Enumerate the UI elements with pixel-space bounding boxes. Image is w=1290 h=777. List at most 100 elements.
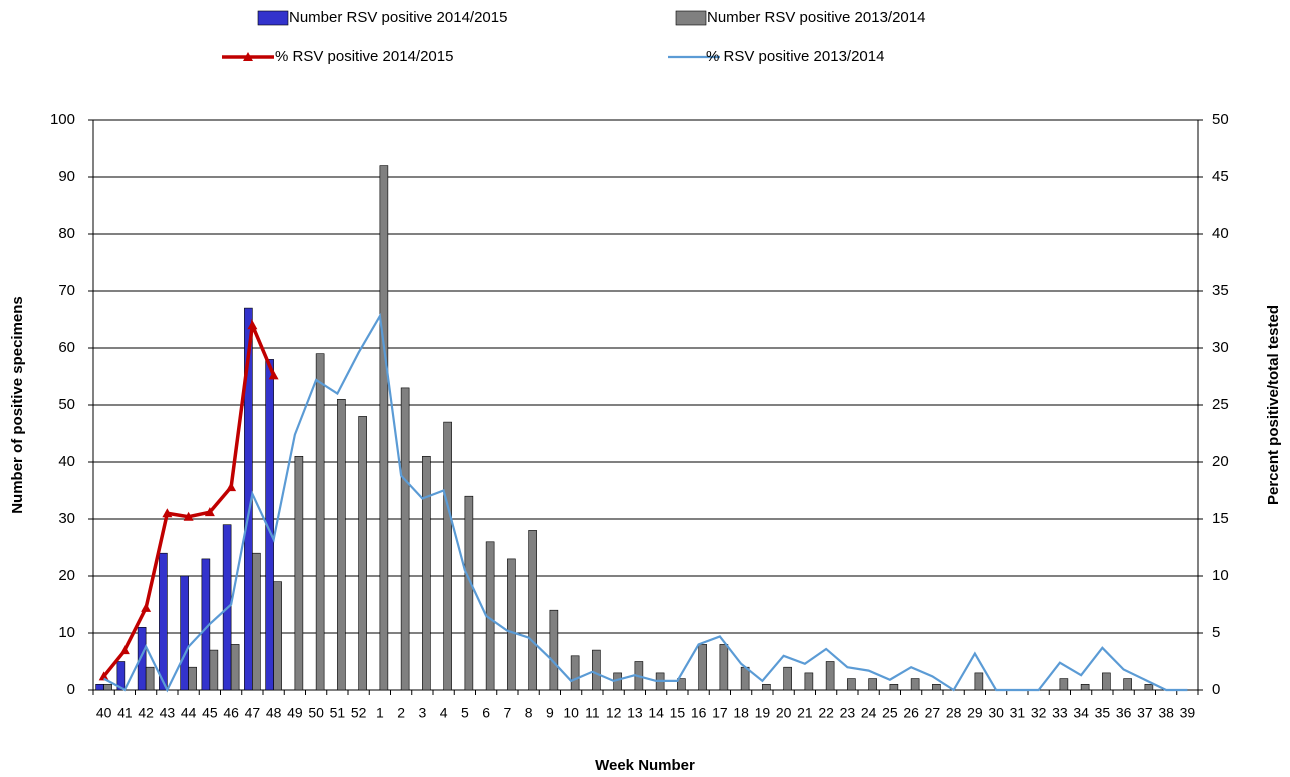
- bar: [443, 421, 452, 691]
- x-tick-label: 4: [440, 705, 448, 721]
- x-tick-label: 35: [1095, 705, 1111, 721]
- x-tick-label: 48: [266, 705, 282, 721]
- x-tick-label: 20: [776, 705, 792, 721]
- x-tick-label: 10: [563, 705, 579, 721]
- x-tick-label: 29: [967, 705, 983, 721]
- legend-swatch: [675, 10, 707, 26]
- x-tick-label: 2: [397, 705, 405, 721]
- bar: [677, 678, 686, 691]
- x-tick-label: 11: [585, 705, 600, 721]
- bar: [230, 644, 240, 691]
- y2-tick-label: 10: [1212, 567, 1229, 584]
- marker: [268, 370, 279, 380]
- legend-label: Number RSV positive 2013/2014: [707, 9, 925, 26]
- y2-tick-label: 35: [1212, 282, 1229, 299]
- x-tick-label: 47: [245, 705, 261, 721]
- bar: [379, 165, 389, 691]
- bar: [315, 353, 325, 691]
- y-tick-label: 100: [50, 111, 75, 128]
- marker: [98, 671, 109, 681]
- x-tick-label: 30: [988, 705, 1004, 721]
- x-tick-label: 3: [418, 705, 426, 721]
- bar: [422, 455, 431, 691]
- y-tick-label: 60: [58, 339, 75, 356]
- x-tick-label: 13: [627, 705, 643, 721]
- x-tick-label: 17: [712, 705, 728, 721]
- marker: [247, 320, 258, 330]
- marker: [119, 645, 130, 655]
- bar: [1059, 678, 1069, 691]
- y-axis-title: Number of positive specimens: [9, 296, 26, 514]
- x-tick-label: 27: [925, 705, 941, 721]
- x-tick-label: 5: [461, 705, 469, 721]
- bar: [1102, 672, 1111, 691]
- bar: [549, 609, 559, 691]
- x-tick-label: 46: [223, 705, 239, 721]
- x-tick-label: 6: [482, 705, 490, 721]
- bar: [762, 683, 771, 691]
- x-tick-label: 43: [160, 705, 176, 721]
- x-tick-label: 36: [1116, 705, 1132, 721]
- x-tick-label: 18: [733, 705, 749, 721]
- x-tick-label: 50: [308, 705, 324, 721]
- bar: [103, 683, 112, 691]
- x-tick-label: 26: [903, 705, 919, 721]
- marker: [183, 511, 194, 521]
- bar: [1144, 683, 1154, 691]
- marker: [204, 507, 215, 517]
- x-tick-label: 1: [376, 705, 384, 721]
- x-tick-label: 25: [882, 705, 898, 721]
- x-tick-label: 44: [181, 705, 197, 721]
- x-tick-label: 28: [946, 705, 962, 721]
- y2-axis-title: Percent positive/total tested: [1265, 305, 1282, 505]
- y-tick-label: 50: [58, 396, 75, 413]
- x-tick-label: 22: [818, 705, 834, 721]
- y2-tick-label: 40: [1212, 225, 1229, 242]
- y2-tick-label: 0: [1212, 681, 1220, 698]
- x-tick-label: 39: [1180, 705, 1196, 721]
- bar: [974, 672, 984, 691]
- bar: [783, 666, 792, 691]
- x-tick-label: 15: [670, 705, 686, 721]
- x-tick-label: 51: [330, 705, 346, 721]
- x-tick-label: 34: [1073, 705, 1089, 721]
- y2-tick-label: 45: [1212, 168, 1229, 185]
- y2-tick-label: 25: [1212, 396, 1229, 413]
- bar: [337, 398, 346, 691]
- x-tick-label: 21: [797, 705, 813, 721]
- y-tick-label: 10: [58, 624, 75, 641]
- x-axis-title: Week Number: [595, 757, 695, 772]
- x-tick-label: 40: [96, 705, 112, 721]
- x-tick-label: 14: [648, 705, 664, 721]
- bar: [698, 644, 707, 691]
- bar: [400, 387, 410, 691]
- y-tick-label: 0: [67, 681, 75, 698]
- legend-label: % RSV positive 2013/2014: [706, 48, 884, 65]
- y-tick-label: 20: [58, 567, 75, 584]
- bar: [719, 644, 729, 691]
- x-tick-label: 24: [861, 705, 877, 721]
- bar: [592, 649, 601, 691]
- bar: [507, 558, 516, 691]
- line: [103, 312, 1188, 693]
- bar: [570, 655, 580, 691]
- x-tick-label: 42: [138, 705, 154, 721]
- marker: [226, 482, 237, 492]
- bar: [825, 661, 835, 691]
- bar: [180, 575, 189, 691]
- x-tick-label: 38: [1158, 705, 1174, 721]
- x-tick-label: 41: [117, 705, 133, 721]
- y2-tick-label: 50: [1212, 111, 1229, 128]
- y-tick-label: 40: [58, 453, 75, 470]
- marker: [141, 602, 152, 612]
- x-tick-label: 12: [606, 705, 622, 721]
- bar: [932, 683, 941, 691]
- marker: [162, 508, 173, 518]
- x-tick-label: 33: [1052, 705, 1068, 721]
- y-tick-label: 70: [58, 282, 75, 299]
- x-tick-label: 9: [546, 705, 554, 721]
- bar: [188, 666, 197, 691]
- x-tick-label: 23: [840, 705, 856, 721]
- x-tick-label: 49: [287, 705, 303, 721]
- bar: [116, 661, 126, 691]
